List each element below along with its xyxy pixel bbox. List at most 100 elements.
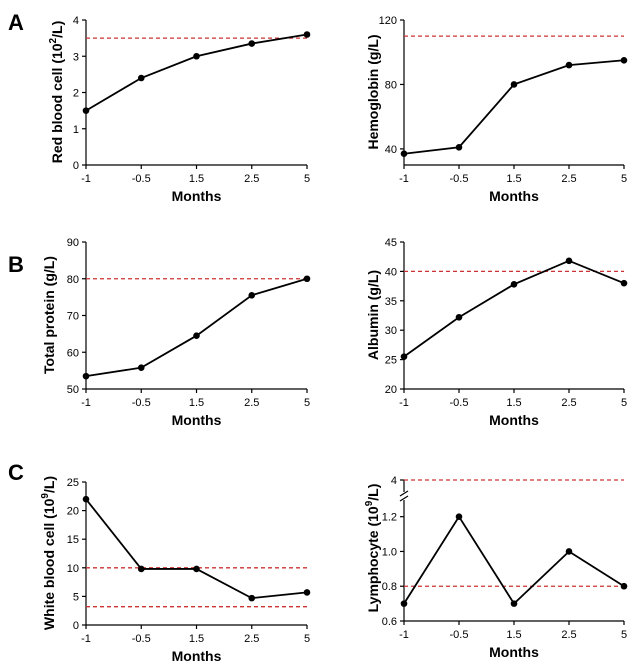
x-tick-label: -1	[81, 173, 91, 185]
data-point	[620, 56, 628, 64]
y-tick-label: 2	[73, 88, 79, 100]
y-tick-label: 50	[67, 384, 79, 396]
panel-letter-b: B	[8, 252, 24, 277]
x-tick-label: 2.5	[561, 397, 576, 409]
data-point	[510, 600, 518, 607]
y-tick-label: 35	[385, 296, 397, 308]
chart-4: 20 25 30 35 40 45 -1 -0.5 1.5 2.5 5 Months Albumin (…	[365, 237, 628, 428]
x-tick-label: 1.5	[506, 397, 521, 409]
x-tick-label: 1.5	[189, 397, 204, 409]
x-tick-label: -0.5	[132, 397, 151, 409]
chart-2: 40 80 120 -1 -0.5 1.5 2.5 5 Months Hemoglobin (g/…	[365, 15, 628, 204]
x-tick-label: 5	[621, 629, 627, 641]
chart-1: 0 1 2 3 4 -1 -0.5 1.5 2.5 5 Months Red blood cell (…	[48, 15, 311, 204]
series-line	[403, 59, 625, 155]
axis-break-mark	[399, 495, 409, 502]
y-tick-label: 90	[67, 237, 79, 249]
x-tick-label: -1	[81, 397, 91, 409]
data-point	[82, 372, 90, 380]
y-tick-label: 1.2	[382, 512, 397, 524]
data-point	[565, 257, 573, 265]
x-tick-label: 2.5	[244, 173, 259, 185]
x-tick-label: 2.5	[561, 629, 576, 641]
y-tick-label: 3	[73, 51, 79, 63]
x-axis-title: Months	[172, 412, 222, 428]
data-point	[193, 332, 200, 340]
x-axis-title: Months	[172, 188, 222, 204]
data-point	[455, 513, 463, 520]
data-point	[510, 81, 518, 88]
panel-letter-a: A	[8, 10, 24, 35]
y-axis-title: Total protein (g/L)	[41, 256, 57, 374]
x-tick-label: 1.5	[506, 629, 521, 641]
x-axis-title: Months	[172, 648, 222, 664]
data-point	[303, 589, 311, 596]
y-tick-label: 10	[67, 563, 79, 575]
data-point	[248, 594, 256, 602]
data-point	[510, 281, 518, 288]
x-axis-title: Months	[489, 412, 539, 428]
y-tick-label: 1	[73, 124, 79, 136]
data-point	[82, 495, 90, 503]
data-point	[137, 565, 145, 573]
x-axis-title: Months	[489, 188, 539, 204]
y-tick-label: 30	[385, 325, 397, 337]
data-point	[193, 565, 200, 573]
series-line	[403, 259, 625, 358]
y-tick-label: 25	[385, 355, 397, 367]
y-tick-label: 1.0	[382, 546, 397, 558]
data-point	[565, 61, 573, 69]
series-line	[85, 277, 308, 378]
y-axis-title: Hemoglobin (g/L)	[365, 34, 381, 149]
data-point	[620, 279, 628, 287]
data-point	[565, 548, 573, 555]
x-tick-label: 5	[621, 397, 627, 409]
y-tick-label: 60	[67, 347, 79, 359]
chart-5: 0 5 10 15 20 25 -1 -0.5 1.5 2.5 5 Months White blood…	[40, 476, 311, 664]
y-tick-label: 4	[391, 475, 397, 487]
series-line	[85, 498, 308, 600]
x-tick-label: 2.5	[561, 173, 576, 185]
x-tick-label: 5	[304, 173, 310, 185]
y-tick-label: 20	[385, 384, 397, 396]
y-tick-label: 40	[385, 266, 397, 278]
y-tick-label: 80	[67, 274, 79, 286]
data-point	[248, 40, 256, 47]
x-tick-label: 1.5	[189, 173, 204, 185]
data-point	[193, 52, 200, 60]
y-tick-label: 45	[385, 237, 397, 249]
y-tick-label: 0	[73, 160, 79, 172]
y-tick-label: 15	[67, 534, 79, 546]
data-point	[137, 74, 145, 82]
y-tick-label: 5	[73, 591, 79, 603]
data-point	[303, 275, 311, 283]
chart-6: 4 0.6 0.8 1.0 1.2 -1 -0.5 1.5 2.5 5 Months Lymphocy…	[364, 475, 628, 660]
data-point	[248, 291, 256, 299]
x-tick-label: 2.5	[244, 633, 259, 645]
x-tick-label: 2.5	[244, 397, 259, 409]
data-point	[400, 353, 408, 360]
y-axis-title: White blood cell (109/L)	[40, 476, 57, 630]
y-tick-label: 0	[73, 620, 79, 632]
y-tick-label: 0.6	[382, 616, 397, 628]
y-tick-label: 20	[67, 506, 79, 518]
charts-area: 0 1 2 3 4 -1 -0.5 1.5 2.5 5 Months Red blood cell (…	[40, 15, 628, 664]
x-tick-label: -1	[399, 173, 409, 185]
panel-letter-c: C	[8, 460, 24, 485]
x-tick-label: 1.5	[506, 173, 521, 185]
x-tick-label: -1	[81, 633, 91, 645]
data-point	[400, 600, 408, 607]
x-tick-label: -1	[399, 629, 409, 641]
x-tick-label: -1	[399, 397, 409, 409]
data-point	[82, 107, 90, 114]
x-tick-label: -0.5	[132, 633, 151, 645]
x-tick-label: -0.5	[450, 629, 469, 641]
x-tick-label: -0.5	[450, 173, 469, 185]
y-tick-label: 80	[385, 79, 397, 91]
y-tick-label: 4	[73, 15, 79, 27]
axis-break-mark	[399, 490, 409, 497]
x-tick-label: 1.5	[189, 633, 204, 645]
chart-3: 50 60 70 80 90 -1 -0.5 1.5 2.5 5 Months Total prote…	[41, 237, 311, 428]
x-axis-title: Months	[489, 644, 539, 660]
data-point	[137, 364, 145, 371]
